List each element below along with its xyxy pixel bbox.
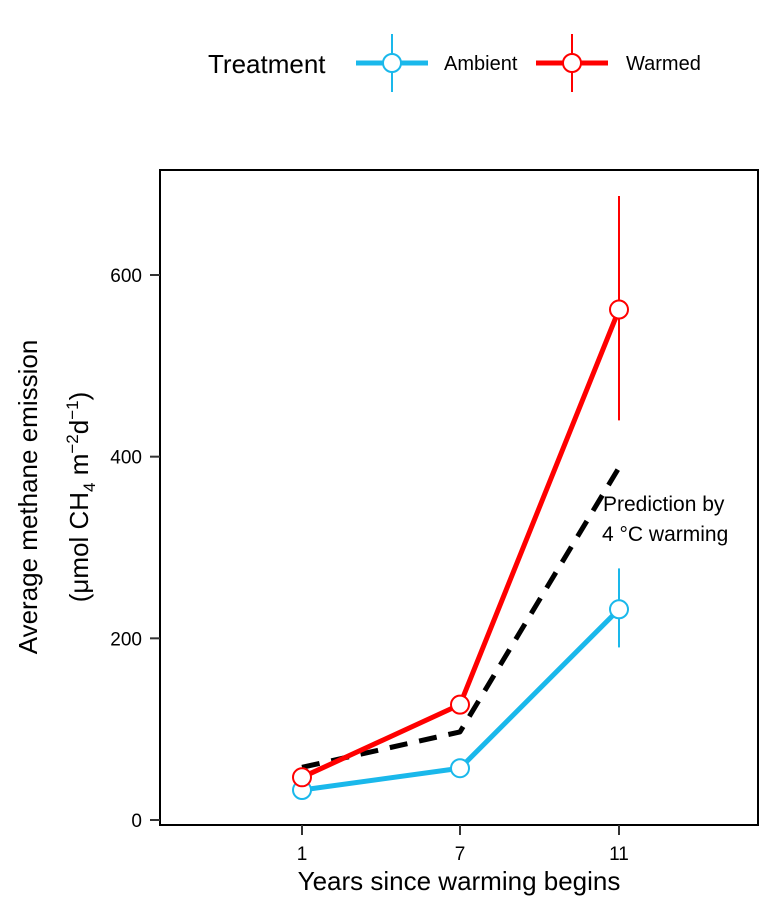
series-layer bbox=[292, 195, 629, 801]
x-tick-label: 11 bbox=[609, 844, 629, 865]
y-axis-title-line2: (μmol CH4 m−2d−1) bbox=[63, 392, 99, 603]
x-tick-label: 7 bbox=[455, 844, 466, 865]
data-point bbox=[450, 694, 470, 715]
prediction-label-line1: Prediction by bbox=[603, 493, 725, 516]
y-tick-label: 400 bbox=[110, 448, 142, 469]
legend-item-ambient: Ambient bbox=[356, 34, 518, 92]
prediction-label-line2: 4 °C warming bbox=[602, 523, 728, 546]
x-axis: 1 7 11 bbox=[297, 825, 629, 865]
legend-key-point bbox=[562, 53, 582, 73]
y-tick-label: 0 bbox=[131, 811, 142, 832]
data-point bbox=[609, 599, 629, 620]
series-warmed bbox=[292, 195, 629, 788]
legend-key-point bbox=[382, 53, 402, 73]
legend-label: Warmed bbox=[626, 53, 701, 75]
data-point bbox=[450, 758, 470, 779]
x-axis-title: Years since warming begins bbox=[298, 866, 621, 896]
prediction-line bbox=[301, 466, 622, 770]
y-tick-label: 200 bbox=[110, 629, 142, 650]
x-tick-label: 1 bbox=[297, 844, 308, 865]
prediction-annotation: Prediction by 4 °C warming bbox=[602, 493, 728, 546]
legend: Treatment Ambient Warmed bbox=[208, 34, 701, 92]
data-point bbox=[609, 299, 629, 320]
legend-title: Treatment bbox=[208, 49, 326, 79]
y-tick-label: 600 bbox=[110, 266, 142, 287]
y-axis: 0 200 400 600 bbox=[110, 266, 160, 832]
legend-label: Ambient bbox=[444, 53, 518, 75]
y-axis-title-line1: Average methane emission bbox=[13, 340, 43, 655]
series-ambient bbox=[292, 568, 629, 801]
legend-item-warmed: Warmed bbox=[536, 34, 701, 92]
data-point bbox=[292, 767, 312, 788]
